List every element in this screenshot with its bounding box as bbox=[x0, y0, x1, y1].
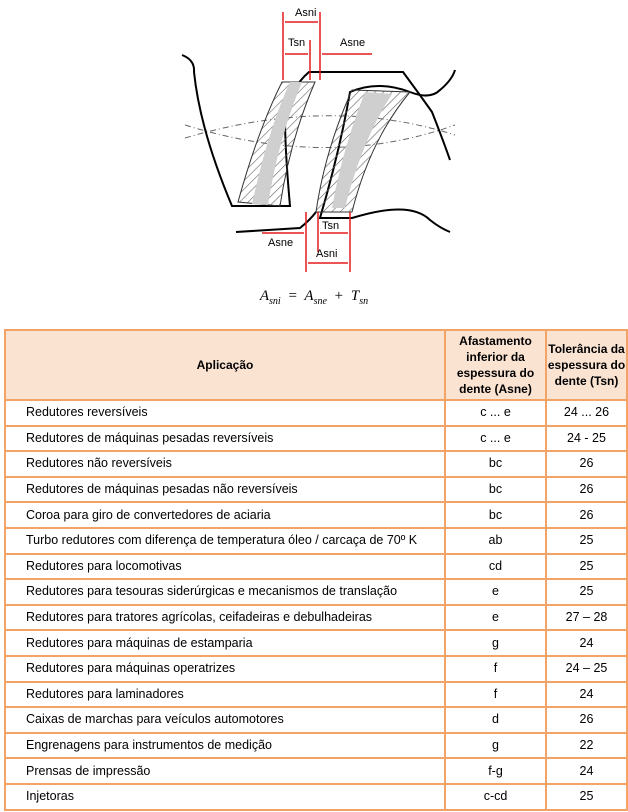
cell-application: Redutores para tratores agrícolas, ceifa… bbox=[4, 603, 446, 632]
header-application: Aplicação bbox=[4, 329, 446, 401]
cell-application: Caixas de marchas para veículos automoto… bbox=[4, 706, 446, 734]
cell-tsn: 25 bbox=[545, 552, 628, 581]
cell-asne: bc bbox=[444, 450, 547, 478]
cell-application: Prensas de impressão bbox=[4, 757, 446, 785]
label-asni-top: Asni bbox=[295, 7, 316, 19]
cell-asne: bc bbox=[444, 501, 547, 529]
cell-tsn: 24 bbox=[545, 757, 628, 785]
cell-asne: ab bbox=[444, 526, 547, 555]
cell-application: Turbo redutores com diferença de tempera… bbox=[4, 526, 446, 555]
table-row: Redutores para tratores agrícolas, ceifa… bbox=[4, 603, 628, 632]
table-row: Caixas de marchas para veículos automoto… bbox=[4, 706, 628, 734]
cell-tsn: 24 – 25 bbox=[545, 654, 628, 683]
table-row: Redutores de máquinas pesadas reversívei… bbox=[4, 424, 628, 453]
table-row: Redutores para máquinas operatrizes f 24 –… bbox=[4, 654, 628, 683]
cell-application: Redutores para tesouras siderúrgicas e m… bbox=[4, 578, 446, 606]
cell-application: Redutores de máquinas pesadas reversívei… bbox=[4, 424, 446, 453]
cell-application: Redutores reversíveis bbox=[4, 399, 446, 427]
header-tsn: Tolerância da espessura do dente (Tsn) bbox=[545, 329, 628, 401]
label-tsn-bottom: Tsn bbox=[322, 220, 339, 232]
pitch-circle-upper bbox=[184, 115, 456, 139]
pitch-circle-lower bbox=[184, 124, 456, 148]
label-tsn-top: Tsn bbox=[288, 37, 305, 49]
table-row: Prensas de impressão f-g 24 bbox=[4, 757, 628, 785]
cell-tsn: 26 bbox=[545, 706, 628, 734]
table-row: Redutores reversíveis c ... e 24 ... 26 bbox=[4, 399, 628, 427]
table-row: Turbo redutores com diferença de tempera… bbox=[4, 526, 628, 555]
table-row: Redutores para máquinas de estamparia g 24 bbox=[4, 629, 628, 657]
cell-tsn: 24 ... 26 bbox=[545, 399, 628, 427]
tolerance-table: Aplicação Afastamento inferior da espess… bbox=[4, 329, 628, 811]
cell-asne: g bbox=[444, 731, 547, 760]
table-row: Redutores de máquinas pesadas não revers… bbox=[4, 475, 628, 504]
cell-tsn: 26 bbox=[545, 475, 628, 504]
left-gear-outline bbox=[181, 54, 451, 207]
cell-application: Redutores para locomotivas bbox=[4, 552, 446, 581]
cell-application: Engrenagens para instrumentos de medição bbox=[4, 731, 446, 760]
table-row: Redutores para tesouras siderúrgicas e m… bbox=[4, 578, 628, 606]
right-tooth-core bbox=[332, 92, 392, 208]
right-gear-lower bbox=[235, 211, 317, 233]
cell-asne: f bbox=[444, 654, 547, 683]
cell-application: Redutores para máquinas operatrizes bbox=[4, 654, 446, 683]
table-row: Redutores não reversíveis bc 26 bbox=[4, 450, 628, 478]
cell-asne: f bbox=[444, 680, 547, 709]
cell-application: Redutores de máquinas pesadas não revers… bbox=[4, 475, 446, 504]
cell-tsn: 25 bbox=[545, 578, 628, 606]
cell-tsn: 27 – 28 bbox=[545, 603, 628, 632]
cell-asne: e bbox=[444, 603, 547, 632]
cell-tsn: 25 bbox=[545, 526, 628, 555]
table-row: Redutores para laminadores f 24 bbox=[4, 680, 628, 709]
cell-tsn: 26 bbox=[545, 450, 628, 478]
cell-application: Redutores para laminadores bbox=[4, 680, 446, 709]
cell-tsn: 24 - 25 bbox=[545, 424, 628, 453]
cell-tsn: 24 bbox=[545, 680, 628, 709]
cell-tsn: 24 bbox=[545, 629, 628, 657]
cell-application: Injetoras bbox=[4, 782, 446, 811]
label-asni-bottom: Asni bbox=[316, 248, 337, 260]
table-row: Redutores para locomotivas cd 25 bbox=[4, 552, 628, 581]
cell-asne: c-cd bbox=[444, 782, 547, 811]
cell-application: Coroa para giro de convertedores de acia… bbox=[4, 501, 446, 529]
table-row: Coroa para giro de convertedores de acia… bbox=[4, 501, 628, 529]
table-row: Injetoras c-cd 25 bbox=[4, 782, 628, 811]
table-row: Engrenagens para instrumentos de medição… bbox=[4, 731, 628, 760]
cell-tsn: 26 bbox=[545, 501, 628, 529]
cell-tsn: 22 bbox=[545, 731, 628, 760]
cell-application: Redutores para máquinas de estamparia bbox=[4, 629, 446, 657]
cell-tsn: 25 bbox=[545, 782, 628, 811]
formula: Asni = Asne + Tsn bbox=[259, 288, 369, 307]
cell-asne: c ... e bbox=[444, 399, 547, 427]
label-asne-top: Asne bbox=[340, 37, 365, 49]
cell-asne: f-g bbox=[444, 757, 547, 785]
cell-asne: g bbox=[444, 629, 547, 657]
cell-asne: e bbox=[444, 578, 547, 606]
cell-asne: cd bbox=[444, 552, 547, 581]
cell-asne: d bbox=[444, 706, 547, 734]
table-header-row: Aplicação Afastamento inferior da espess… bbox=[4, 329, 628, 401]
gear-tooth-diagram: Asni Tsn Asne Tsn Asne Asni bbox=[181, 7, 456, 272]
label-asne-bottom: Asne bbox=[268, 237, 293, 249]
cell-application: Redutores não reversíveis bbox=[4, 450, 446, 478]
left-tooth-core bbox=[252, 82, 302, 205]
header-asne: Afastamento inferior da espessura do den… bbox=[444, 329, 547, 401]
cell-asne: bc bbox=[444, 475, 547, 504]
cell-asne: c ... e bbox=[444, 424, 547, 453]
